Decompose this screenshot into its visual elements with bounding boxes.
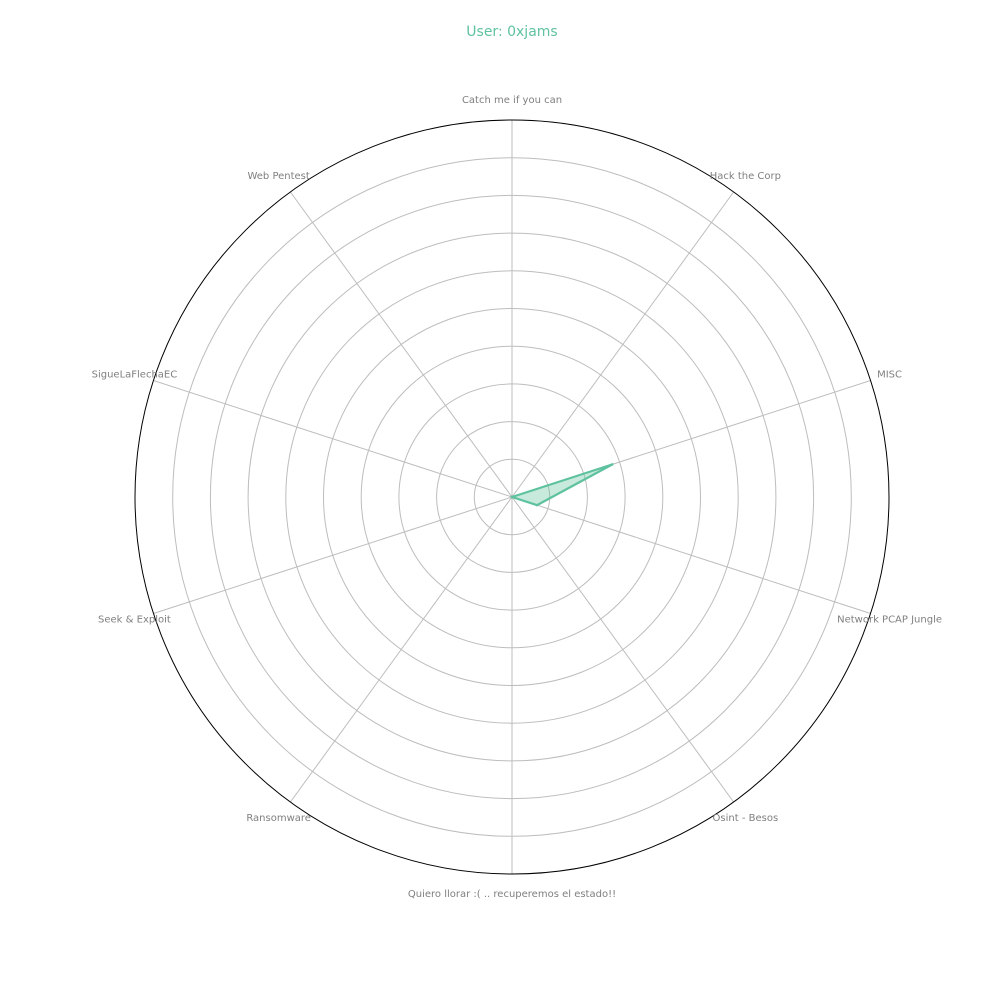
axis-label: Catch me if you can xyxy=(462,95,562,106)
radar-grid xyxy=(134,119,890,875)
radar-spoke xyxy=(153,380,513,498)
axis-label: Network PCAP Jungle xyxy=(837,615,942,626)
radar-outer-frame xyxy=(134,119,890,875)
radar-spoke xyxy=(290,496,513,803)
radar-spoke xyxy=(511,496,734,803)
axis-label: Hack the Corp xyxy=(710,171,781,182)
axis-label: Seek & Exploit xyxy=(98,615,171,626)
axis-labels: Catch me if you can Hack the Corp MISC Netw… xyxy=(92,95,942,900)
series-area xyxy=(510,463,614,507)
radar-spoke xyxy=(511,496,871,614)
series-point xyxy=(510,495,514,499)
axis-label: Ransomware xyxy=(246,813,311,824)
series-point xyxy=(611,463,614,466)
series-point xyxy=(535,503,539,507)
axis-label: SigueLaFlechaEC xyxy=(92,369,178,380)
axis-label: MISC xyxy=(877,369,902,380)
radar-spoke xyxy=(153,496,513,614)
axis-label: Web Pentest xyxy=(247,171,309,182)
axis-label: Osint - Besos xyxy=(713,813,779,824)
radar-data xyxy=(510,463,614,507)
chart-title: User: 0xjams xyxy=(466,24,557,40)
radar-spoke xyxy=(290,191,513,498)
radar-spoke xyxy=(511,191,734,498)
axis-label: Quiero llorar :( .. recuperemos el estad… xyxy=(408,889,616,900)
